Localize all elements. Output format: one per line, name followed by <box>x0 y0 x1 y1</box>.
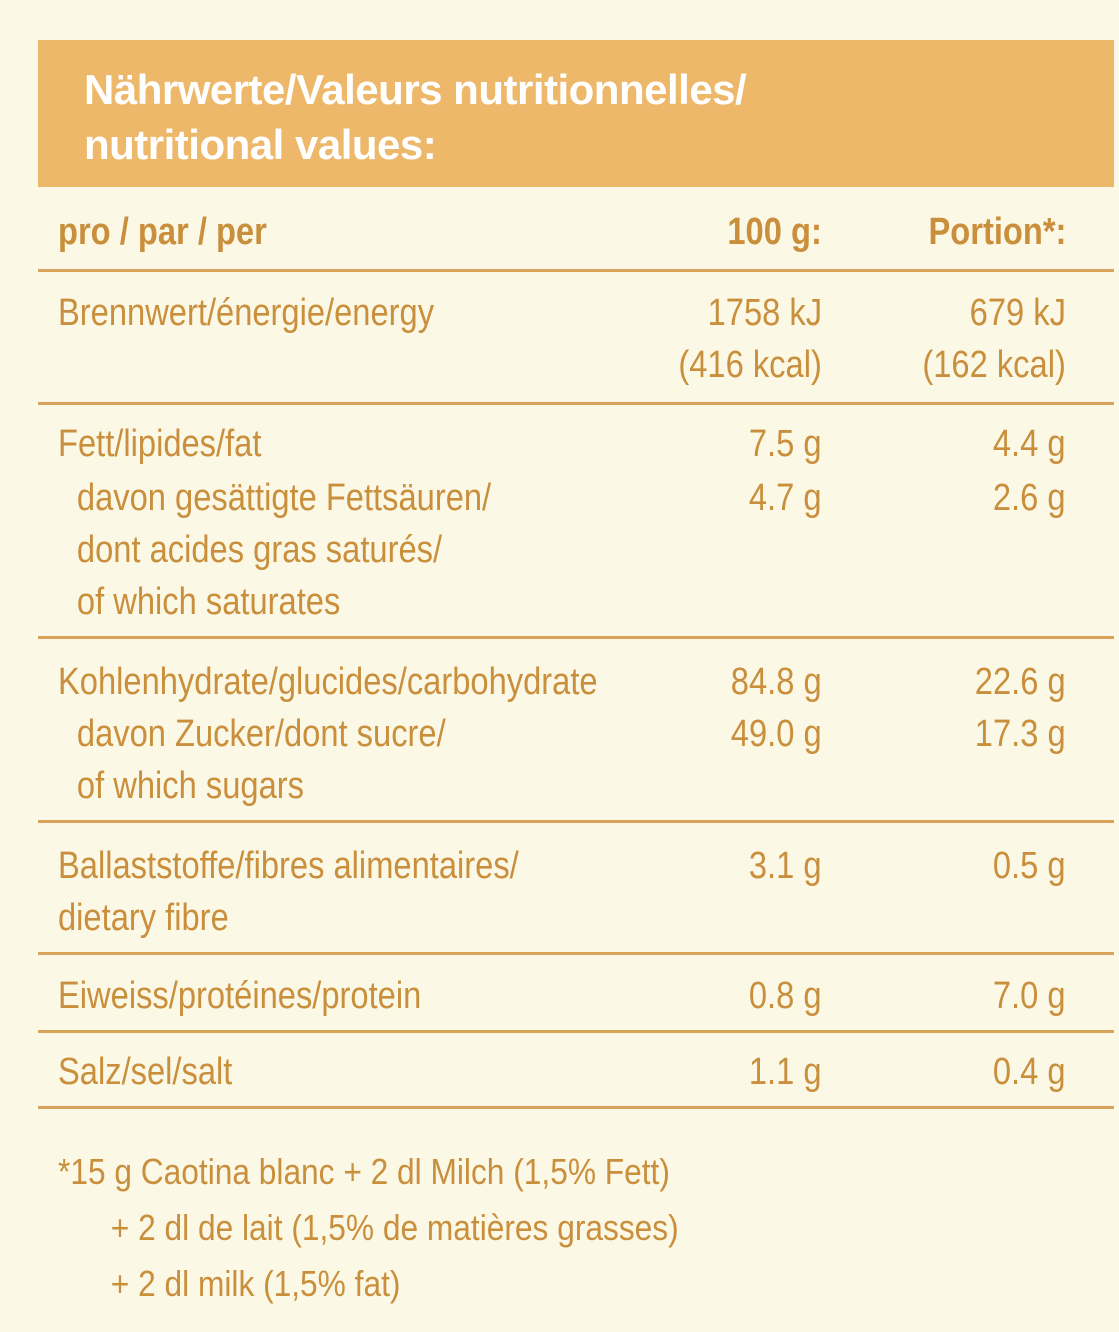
row-energy-per100-kj: 1758 kJ <box>707 292 822 334</box>
divider <box>38 1030 1114 1033</box>
footnote-line-3: + 2 dl milk (1,5% fat) <box>110 1263 401 1304</box>
row-fat-label: Fett/lipides/fat <box>58 423 262 465</box>
divider <box>38 636 1114 639</box>
row-fibre-per100: 3.1 g <box>749 845 822 887</box>
nutrition-label: Nährwerte/Valeurs nutritionnelles/ nutri… <box>38 40 1114 1304</box>
row-saturates-per100: 4.7 g <box>749 477 822 519</box>
title-line-1: Nährwerte/Valeurs nutritionnelles/ <box>84 66 747 113</box>
row-sugars-label-2: of which sugars <box>76 765 304 807</box>
row-sugars-label-1: davon Zucker/dont sucre/ <box>76 713 446 755</box>
row-carbohydrate-per100: 84.8 g <box>731 661 822 703</box>
column-header-portion: Portion*: <box>928 211 1066 253</box>
nutrition-title: Nährwerte/Valeurs nutritionnelles/ nutri… <box>84 62 747 172</box>
row-fibre-label-2: dietary fibre <box>58 897 229 939</box>
column-header-label: pro / par / per <box>58 211 267 253</box>
divider <box>38 1106 1114 1109</box>
row-protein-portion: 7.0 g <box>993 975 1066 1017</box>
portion-footnote: *15 g Caotina blanc + 2 dl Milch (1,5% F… <box>58 1144 679 1312</box>
title-line-2: nutritional values: <box>84 121 437 168</box>
row-sugars-per100: 49.0 g <box>731 713 822 755</box>
column-header-per100: 100 g: <box>727 211 822 253</box>
divider <box>38 269 1114 272</box>
row-carbohydrate-portion: 22.6 g <box>975 661 1066 703</box>
row-protein-label: Eiweiss/protéines/protein <box>58 975 422 1017</box>
row-fat-portion: 4.4 g <box>993 423 1066 465</box>
row-salt-portion: 0.4 g <box>993 1051 1066 1093</box>
row-energy-per100-kcal: (416 kcal) <box>678 344 822 386</box>
row-energy-portion-kcal: (162 kcal) <box>922 344 1066 386</box>
row-saturates-label-1: davon gesättigte Fettsäuren/ <box>76 477 492 519</box>
row-protein-per100: 0.8 g <box>749 975 822 1017</box>
divider <box>38 402 1114 405</box>
row-carbohydrate-label: Kohlenhydrate/glucides/carbohydrate <box>58 661 598 703</box>
row-salt-per100: 1.1 g <box>749 1051 822 1093</box>
row-fat-per100: 7.5 g <box>749 423 822 465</box>
row-saturates-label-2: dont acides gras saturés/ <box>76 529 443 571</box>
divider <box>38 952 1114 955</box>
row-energy-label: Brennwert/énergie/energy <box>58 292 435 334</box>
row-fibre-label-1: Ballaststoffe/fibres alimentaires/ <box>58 845 519 887</box>
row-saturates-portion: 2.6 g <box>993 477 1066 519</box>
row-sugars-portion: 17.3 g <box>975 713 1066 755</box>
row-salt-label: Salz/sel/salt <box>58 1051 233 1093</box>
row-fibre-portion: 0.5 g <box>993 845 1066 887</box>
divider <box>38 820 1114 823</box>
footnote-line-1: *15 g Caotina blanc + 2 dl Milch (1,5% F… <box>58 1151 670 1192</box>
footnote-line-2: + 2 dl de lait (1,5% de matières grasses… <box>110 1207 679 1248</box>
header-band: Nährwerte/Valeurs nutritionnelles/ nutri… <box>38 40 1114 187</box>
row-energy-portion-kj: 679 kJ <box>969 292 1066 334</box>
row-saturates-label-3: of which saturates <box>76 581 341 623</box>
